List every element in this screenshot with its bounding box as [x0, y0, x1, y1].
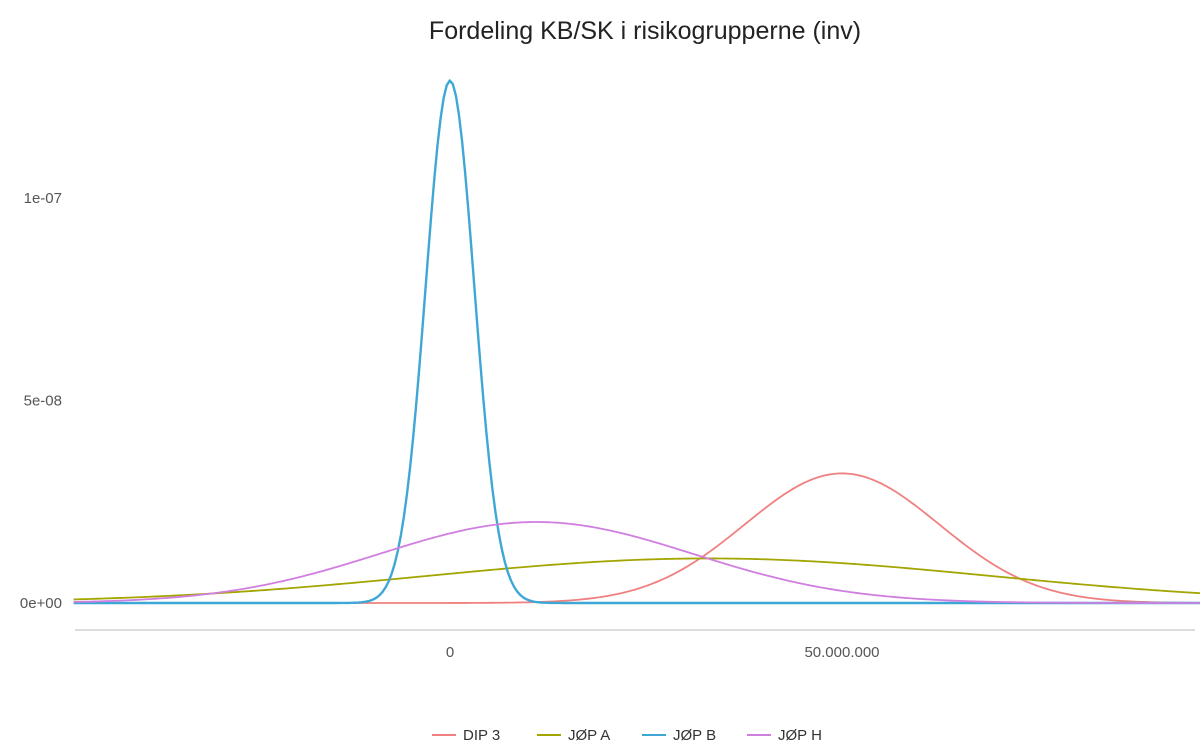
x-tick-label: 50.000.000	[804, 644, 879, 661]
y-tick-label: 0e+00	[20, 595, 62, 612]
y-tick-label: 5e-08	[24, 393, 62, 410]
legend-label: JØP H	[778, 727, 822, 744]
x-axis-ticks: 0 50.000.000	[446, 644, 880, 661]
legend-label: JØP A	[568, 727, 610, 744]
series-line-j-p-a	[73, 557, 1200, 601]
x-tick-label: 0	[446, 644, 454, 661]
y-axis-ticks: 0e+00 5e-08 1e-07	[20, 190, 62, 612]
legend-label: DIP 3	[463, 727, 500, 744]
chart-title: Fordeling KB/SK i risikogrupperne (inv)	[429, 17, 861, 45]
series-lines	[73, 79, 1200, 605]
series-line-j-p-b	[73, 79, 1200, 605]
legend-label: JØP B	[673, 727, 716, 744]
legend: DIP 3 JØP A JØP B JØP H	[432, 727, 822, 744]
series-line-j-p-h	[73, 521, 1200, 604]
y-tick-label: 1e-07	[24, 190, 62, 207]
series-line-dip-3	[73, 472, 1200, 604]
